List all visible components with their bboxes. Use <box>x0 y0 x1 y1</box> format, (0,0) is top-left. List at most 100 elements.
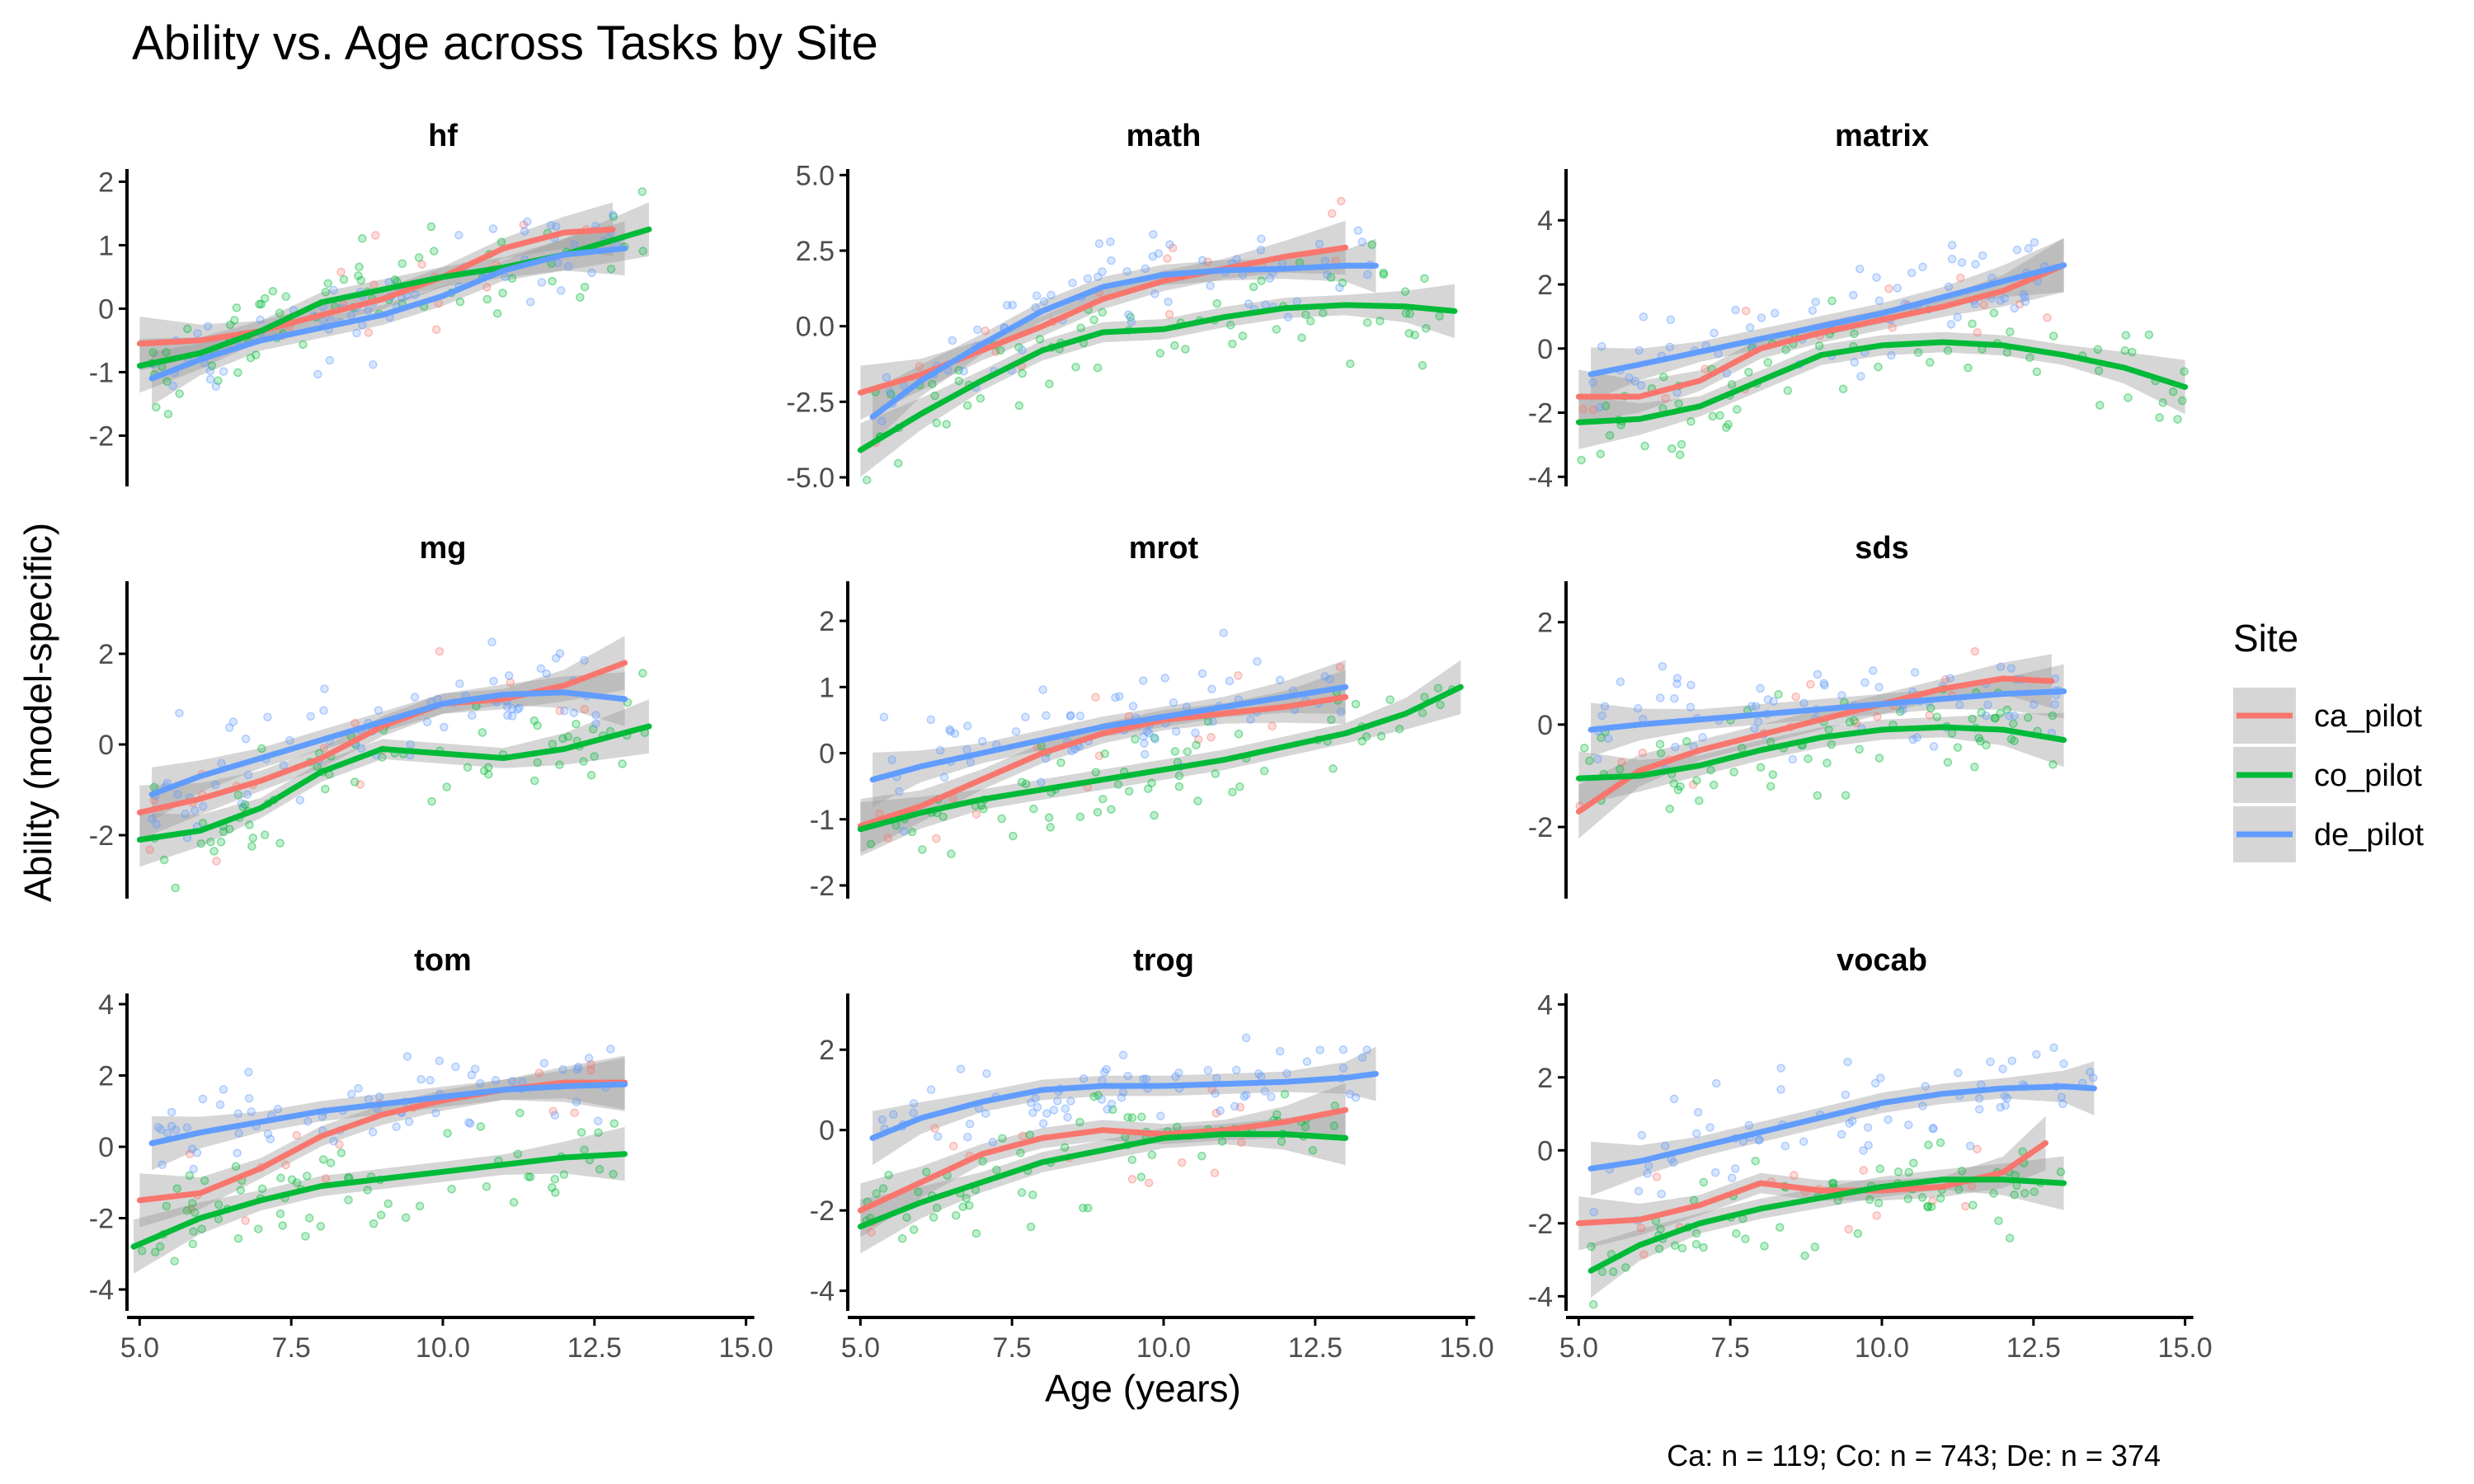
data-point <box>942 420 951 429</box>
data-point <box>1093 807 1103 817</box>
data-point <box>1945 674 1955 683</box>
data-point <box>1974 1105 1984 1114</box>
data-point <box>1212 1073 1221 1083</box>
panel-title: math <box>1126 119 1202 153</box>
data-point <box>451 1062 460 1072</box>
y-tick-label: -2 <box>89 420 114 452</box>
data-point <box>1699 1242 1708 1252</box>
data-point <box>520 227 529 236</box>
data-point <box>196 838 206 848</box>
panel-title: sds <box>1855 531 1908 566</box>
data-point <box>323 279 333 288</box>
data-point <box>304 1214 314 1223</box>
data-point <box>1859 1146 1868 1155</box>
data-point <box>1107 805 1116 814</box>
data-point <box>1249 282 1258 292</box>
data-point <box>489 676 498 686</box>
data-point <box>1067 746 1076 756</box>
data-point <box>1989 308 1999 317</box>
data-point <box>1661 393 1670 403</box>
data-point <box>1692 1129 1701 1139</box>
data-point <box>2094 366 2104 375</box>
data-point <box>1418 361 1427 370</box>
data-point <box>256 315 265 325</box>
data-point <box>550 1111 560 1120</box>
data-point <box>371 231 380 240</box>
x-tick-label: 7.5 <box>272 1332 311 1364</box>
data-point <box>1763 695 1773 704</box>
data-point <box>1275 675 1285 685</box>
data-point <box>275 308 285 317</box>
data-point <box>1654 1244 1664 1253</box>
data-point <box>281 1160 290 1170</box>
confidence-band-ca_pilot <box>1578 1115 2046 1251</box>
data-point <box>1923 1201 1932 1211</box>
data-point <box>1421 324 1431 333</box>
data-point <box>1670 1241 1680 1250</box>
data-point <box>1141 1074 1151 1083</box>
data-point <box>1021 779 1031 789</box>
data-point <box>355 780 365 789</box>
data-point <box>242 790 252 799</box>
data-point <box>186 1205 195 1214</box>
data-point <box>2030 237 2039 247</box>
data-point <box>1946 320 1956 329</box>
data-point <box>576 1128 586 1137</box>
data-point <box>1108 1105 1117 1115</box>
data-point <box>945 725 954 735</box>
data-point <box>243 770 253 780</box>
data-point <box>884 1170 893 1180</box>
data-point <box>313 369 322 379</box>
data-point <box>189 1164 198 1174</box>
y-tick-label: 4 <box>98 989 114 1021</box>
data-point <box>1669 1094 1679 1104</box>
data-point <box>352 328 361 338</box>
data-point <box>200 1176 209 1186</box>
data-point <box>1254 1069 1263 1078</box>
data-point <box>1731 305 1740 315</box>
data-point <box>1305 317 1315 326</box>
data-point <box>1028 1108 1037 1117</box>
data-point <box>523 217 532 227</box>
data-point <box>336 267 346 277</box>
data-point <box>2032 367 2042 377</box>
data-point <box>1935 1194 1945 1203</box>
data-point <box>1909 1158 1918 1167</box>
panel-tom: tom -4 -2 0 2 4 5.0 7.5 10.0 12.5 15.0 <box>89 943 774 1364</box>
data-point <box>1708 411 1718 421</box>
x-tick-label: 10.0 <box>1136 1332 1191 1364</box>
data-point <box>591 719 600 729</box>
data-point <box>207 361 217 370</box>
data-point <box>1330 1101 1339 1111</box>
data-point <box>1855 264 1865 274</box>
y-tick-label: 0 <box>1537 334 1553 365</box>
data-point <box>1859 1166 1869 1175</box>
data-point <box>637 187 647 196</box>
data-point <box>1827 1178 1837 1188</box>
data-point <box>1107 256 1116 265</box>
data-point <box>1145 728 1154 738</box>
data-point <box>1211 769 1221 778</box>
data-point <box>1657 1189 1666 1199</box>
data-point <box>1944 282 1954 292</box>
data-point <box>1756 763 1766 773</box>
data-point <box>899 826 909 836</box>
data-point <box>336 1148 346 1158</box>
data-point <box>187 1144 197 1153</box>
x-tick-label: 15.0 <box>1440 1332 1494 1364</box>
data-point <box>1918 1101 1927 1111</box>
data-point <box>1863 1123 1873 1132</box>
legend-entry-ca_pilot: ca_pilot <box>2233 688 2422 744</box>
data-point <box>211 382 221 391</box>
data-point <box>1056 758 1065 768</box>
data-point <box>1994 1216 2003 1226</box>
data-point <box>1940 675 1950 684</box>
data-point <box>962 745 971 754</box>
data-point <box>1827 740 1837 749</box>
data-point <box>1326 273 1336 282</box>
data-point <box>1127 1113 1137 1123</box>
data-point <box>255 299 264 309</box>
data-point <box>2002 348 2012 357</box>
data-point <box>1435 312 1444 321</box>
data-point <box>1658 661 1667 671</box>
